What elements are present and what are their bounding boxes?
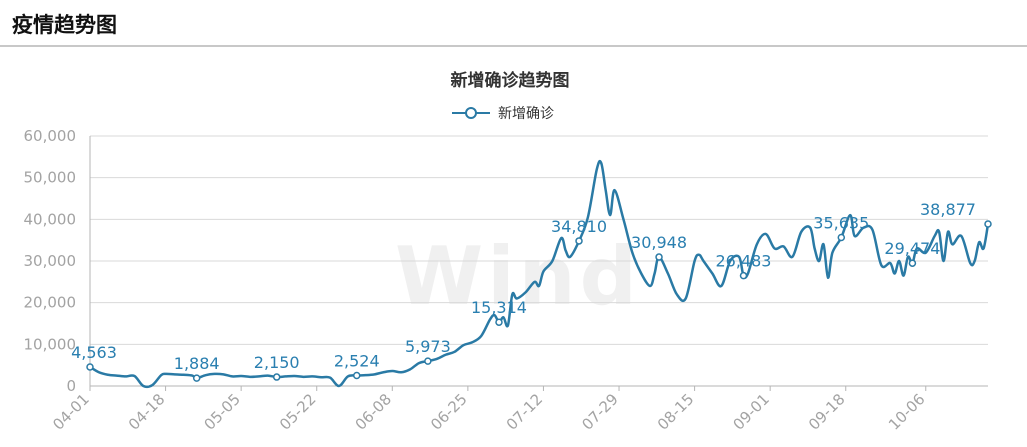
x-tick-label: 09-18 — [805, 390, 849, 434]
data-label: 38,877 — [920, 200, 976, 219]
page-header: 疫情趋势图 — [0, 0, 1027, 47]
x-tick-label: 10-06 — [885, 390, 929, 434]
y-tick-label: 40,000 — [24, 210, 77, 228]
legend-marker-icon — [465, 107, 477, 119]
data-point-marker — [495, 318, 503, 326]
data-point-marker — [837, 233, 846, 242]
data-point-marker — [272, 373, 281, 381]
x-tick-label: 06-25 — [427, 390, 471, 434]
y-tick-label: 30,000 — [24, 252, 77, 270]
marker-layer — [86, 220, 992, 382]
data-point-marker — [908, 259, 917, 267]
data-point-marker — [192, 374, 201, 382]
x-axis: 04-01 04-18 05-05 05-22 06-08 06-25 07-12 07-29… — [49, 386, 929, 434]
trend-chart: 新增确诊趋势图 新增确诊 0 10,000 20,000 30,000 40,000 50… — [24, 70, 992, 434]
data-point-marker — [424, 357, 432, 365]
data-label: 2,524 — [334, 351, 380, 370]
data-point-marker — [86, 363, 94, 371]
data-point-marker — [655, 253, 663, 261]
x-tick-label: 06-08 — [352, 390, 396, 434]
page-title: 疫情趋势图 — [12, 13, 117, 37]
data-label: 2,150 — [254, 353, 300, 372]
x-tick-label: 04-01 — [49, 390, 93, 434]
chart-title: 新增确诊趋势图 — [451, 70, 570, 91]
data-point-marker — [984, 220, 992, 228]
data-label: 5,973 — [405, 337, 451, 356]
data-label: 29,474 — [884, 239, 940, 258]
y-tick-label: 0 — [66, 377, 76, 395]
data-label: 15,314 — [471, 298, 527, 317]
y-tick-label: 20,000 — [24, 294, 77, 312]
data-label: 26,483 — [716, 252, 772, 271]
data-label: 35,635 — [813, 214, 869, 233]
data-point-marker — [739, 271, 748, 280]
data-label: 1,884 — [174, 354, 220, 373]
y-tick-label: 50,000 — [24, 169, 77, 187]
data-point-marker — [352, 371, 361, 380]
x-tick-label: 05-22 — [276, 390, 320, 434]
series-line-新增确诊 — [89, 159, 990, 389]
data-label: 4,563 — [71, 343, 117, 362]
grid-layer — [89, 135, 988, 387]
data-label: 34,810 — [551, 217, 607, 236]
x-tick-label: 07-29 — [578, 390, 622, 434]
x-tick-label: 05-05 — [200, 390, 244, 434]
y-tick-label: 60,000 — [24, 127, 77, 145]
x-tick-label: 08-15 — [654, 390, 698, 434]
legend-label: 新增确诊 — [498, 106, 554, 122]
label-layer: 4,563 1,884 2,150 2,524 5,973 15,314 34,810 30,… — [71, 200, 976, 373]
y-tick-label: 10,000 — [24, 335, 77, 353]
x-tick-label: 04-18 — [125, 390, 169, 434]
x-tick-label: 09-01 — [729, 390, 773, 434]
x-tick-label: 07-12 — [503, 390, 547, 434]
y-axis: 0 10,000 20,000 30,000 40,000 50,000 60,000 — [24, 127, 77, 395]
data-point-marker — [575, 237, 583, 245]
wind-watermark: Wind — [395, 230, 641, 323]
data-label: 30,948 — [631, 233, 687, 252]
legend[interactable]: 新增确诊 — [452, 106, 554, 122]
